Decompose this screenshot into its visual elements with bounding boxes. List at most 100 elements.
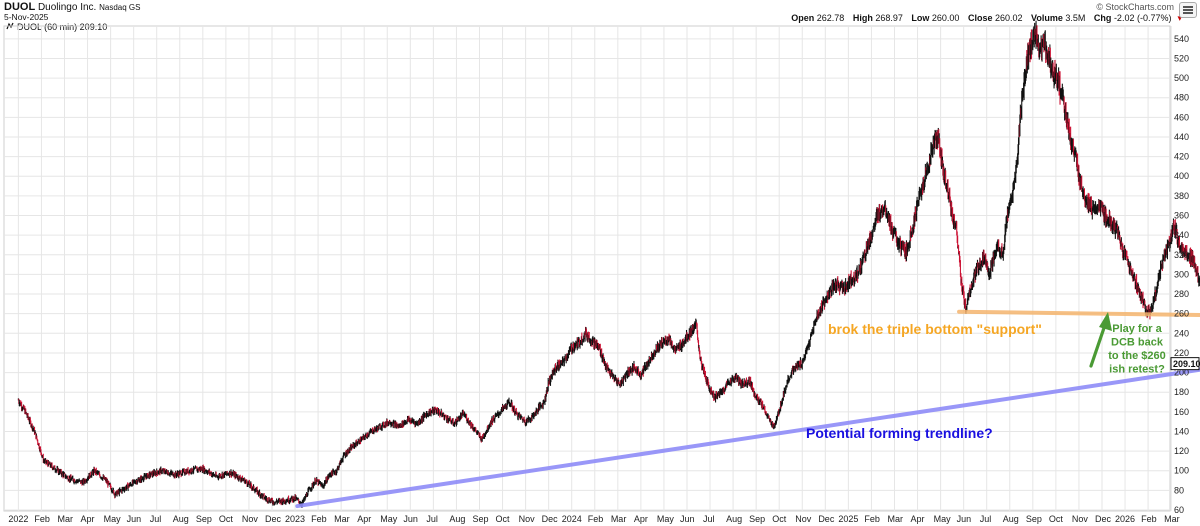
y-tick-label: 420 bbox=[1174, 152, 1189, 162]
play-annotation-line: to the $260 bbox=[1108, 350, 1165, 362]
x-tick-label: Jul bbox=[150, 514, 162, 524]
menu-bar-icon bbox=[1183, 6, 1193, 8]
x-tick-label: 2022 bbox=[8, 514, 28, 524]
annotations: brok the triple bottom "support" Potentia… bbox=[806, 312, 1166, 441]
chart-date: 5-Nov-2025 bbox=[4, 12, 49, 22]
y-tick-label: 340 bbox=[1174, 230, 1189, 240]
ohlc-low-label: Low bbox=[911, 13, 930, 23]
exchange: Nasdaq GS bbox=[99, 3, 141, 12]
x-tick-label: 2025 bbox=[838, 514, 858, 524]
y-tick-label: 80 bbox=[1174, 485, 1184, 495]
x-tick-label: Mar bbox=[57, 514, 73, 524]
x-tick-label: Apr bbox=[634, 514, 648, 524]
chart-title: DUOL Duolingo Inc. Nasdaq GS bbox=[4, 1, 140, 13]
x-tick-label: Aug bbox=[449, 514, 465, 524]
x-tick-label: Nov bbox=[795, 514, 812, 524]
support-annotation: brok the triple bottom "support" bbox=[828, 321, 1042, 337]
x-tick-label: Oct bbox=[496, 514, 511, 524]
y-tick-label: 260 bbox=[1174, 309, 1189, 319]
y-tick-label: 120 bbox=[1174, 446, 1189, 456]
ohlc-chg-value: -2.02 (-0.77%) bbox=[1113, 13, 1172, 23]
y-tick-label: 220 bbox=[1174, 348, 1189, 358]
x-tick-label: Mar bbox=[611, 514, 627, 524]
y-tick-label: 200 bbox=[1174, 368, 1189, 378]
y-tick-label: 460 bbox=[1174, 112, 1189, 122]
trendline-annotation: Potential forming trendline? bbox=[806, 425, 993, 441]
x-tick-label: Aug bbox=[173, 514, 189, 524]
y-tick-label: 380 bbox=[1174, 191, 1189, 201]
y-tick-label: 240 bbox=[1174, 328, 1189, 338]
x-tick-label: May bbox=[380, 514, 398, 524]
legend-text: DUOL (60 min) 209.10 bbox=[17, 22, 108, 32]
menu-bar-icon bbox=[1183, 9, 1193, 11]
x-tick-label: Feb bbox=[34, 514, 50, 524]
x-tick-label: May bbox=[657, 514, 675, 524]
x-tick-label: Jun bbox=[403, 514, 418, 524]
x-tick-label: May bbox=[934, 514, 952, 524]
ohlc-high-value: 268.97 bbox=[875, 13, 903, 23]
play-arrow-head-icon bbox=[1099, 312, 1112, 331]
x-tick-label: Dec bbox=[542, 514, 559, 524]
y-tick-label: 280 bbox=[1174, 289, 1189, 299]
x-tick-label: 2023 bbox=[285, 514, 305, 524]
y-tick-label: 360 bbox=[1174, 211, 1189, 221]
potential-trendline bbox=[295, 367, 1200, 509]
x-tick-label: Aug bbox=[1003, 514, 1019, 524]
x-tick-label: 2026 bbox=[1115, 514, 1135, 524]
x-tick-label: Apr bbox=[357, 514, 371, 524]
company-name: Duolingo Inc. bbox=[37, 2, 97, 13]
play-arrow-shaft bbox=[1089, 323, 1107, 368]
last-price-tag bbox=[1170, 357, 1200, 371]
x-tick-label: Dec bbox=[1095, 514, 1112, 524]
y-tick-label: 500 bbox=[1174, 73, 1189, 83]
x-tick-label: Mar bbox=[887, 514, 903, 524]
play-annotation-line: ish retest? bbox=[1109, 364, 1165, 376]
x-tick-label: Jul bbox=[980, 514, 992, 524]
x-tick-label: Apr bbox=[81, 514, 95, 524]
ohlc-chg-label: Chg bbox=[1093, 13, 1112, 23]
plot-frame bbox=[3, 25, 1171, 512]
x-tick-label: Jun bbox=[957, 514, 972, 524]
support-line bbox=[957, 309, 1200, 318]
x-tick-label: Dec bbox=[818, 514, 835, 524]
ohlc-high-label: High bbox=[852, 13, 873, 23]
x-tick-label: 2024 bbox=[562, 514, 582, 524]
ohlc-open-value: 262.78 bbox=[816, 13, 845, 23]
x-tick-label: Oct bbox=[1049, 514, 1064, 524]
ohlc-open-label: Open bbox=[791, 13, 815, 23]
brand-watermark: © StockCharts.com bbox=[1096, 2, 1174, 12]
x-tick-label: Sep bbox=[749, 514, 765, 524]
axes: 60 80 100 120 140 160 180 200 220 240 260 280 300 320… bbox=[8, 34, 1200, 524]
x-tick-label: Apr bbox=[911, 514, 925, 524]
x-tick-label: Feb bbox=[311, 514, 327, 524]
x-tick-label: Sep bbox=[1026, 514, 1042, 524]
x-tick-label: Feb bbox=[588, 514, 604, 524]
y-tick-label: 300 bbox=[1174, 269, 1189, 279]
y-tick-label: 400 bbox=[1174, 171, 1189, 181]
ohlc-low-value: 260.00 bbox=[931, 13, 960, 23]
ohlc-readout: Open 262.78 High 268.97 Low 260.00 Close… bbox=[791, 13, 1182, 24]
y-tick-label: 60 bbox=[1174, 505, 1184, 515]
chart-menu-button[interactable] bbox=[1179, 2, 1197, 18]
ohlc-close-label: Close bbox=[967, 13, 993, 23]
x-tick-label: Jul bbox=[426, 514, 438, 524]
gridlines bbox=[3, 25, 1172, 512]
x-tick-label: Nov bbox=[1072, 514, 1089, 524]
x-tick-label: Sep bbox=[472, 514, 488, 524]
price-series bbox=[17, 20, 1200, 508]
trendlines bbox=[295, 309, 1200, 509]
x-tick-label: Dec bbox=[265, 514, 282, 524]
menu-bar-icon bbox=[1183, 12, 1193, 14]
x-tick-label: Oct bbox=[772, 514, 787, 524]
play-annotation-line: DCB back bbox=[1111, 337, 1164, 349]
symbol: DUOL bbox=[4, 1, 36, 13]
y-tick-label: 100 bbox=[1174, 466, 1189, 476]
play-annotation-line: Play for a bbox=[1112, 323, 1162, 335]
y-tick-label: 180 bbox=[1174, 387, 1189, 397]
x-tick-label: Jun bbox=[127, 514, 142, 524]
y-tick-label: 480 bbox=[1174, 93, 1189, 103]
ohlc-volume-label: Volume bbox=[1031, 13, 1063, 23]
y-tick-label: 440 bbox=[1174, 132, 1189, 142]
x-tick-label: Nov bbox=[519, 514, 536, 524]
